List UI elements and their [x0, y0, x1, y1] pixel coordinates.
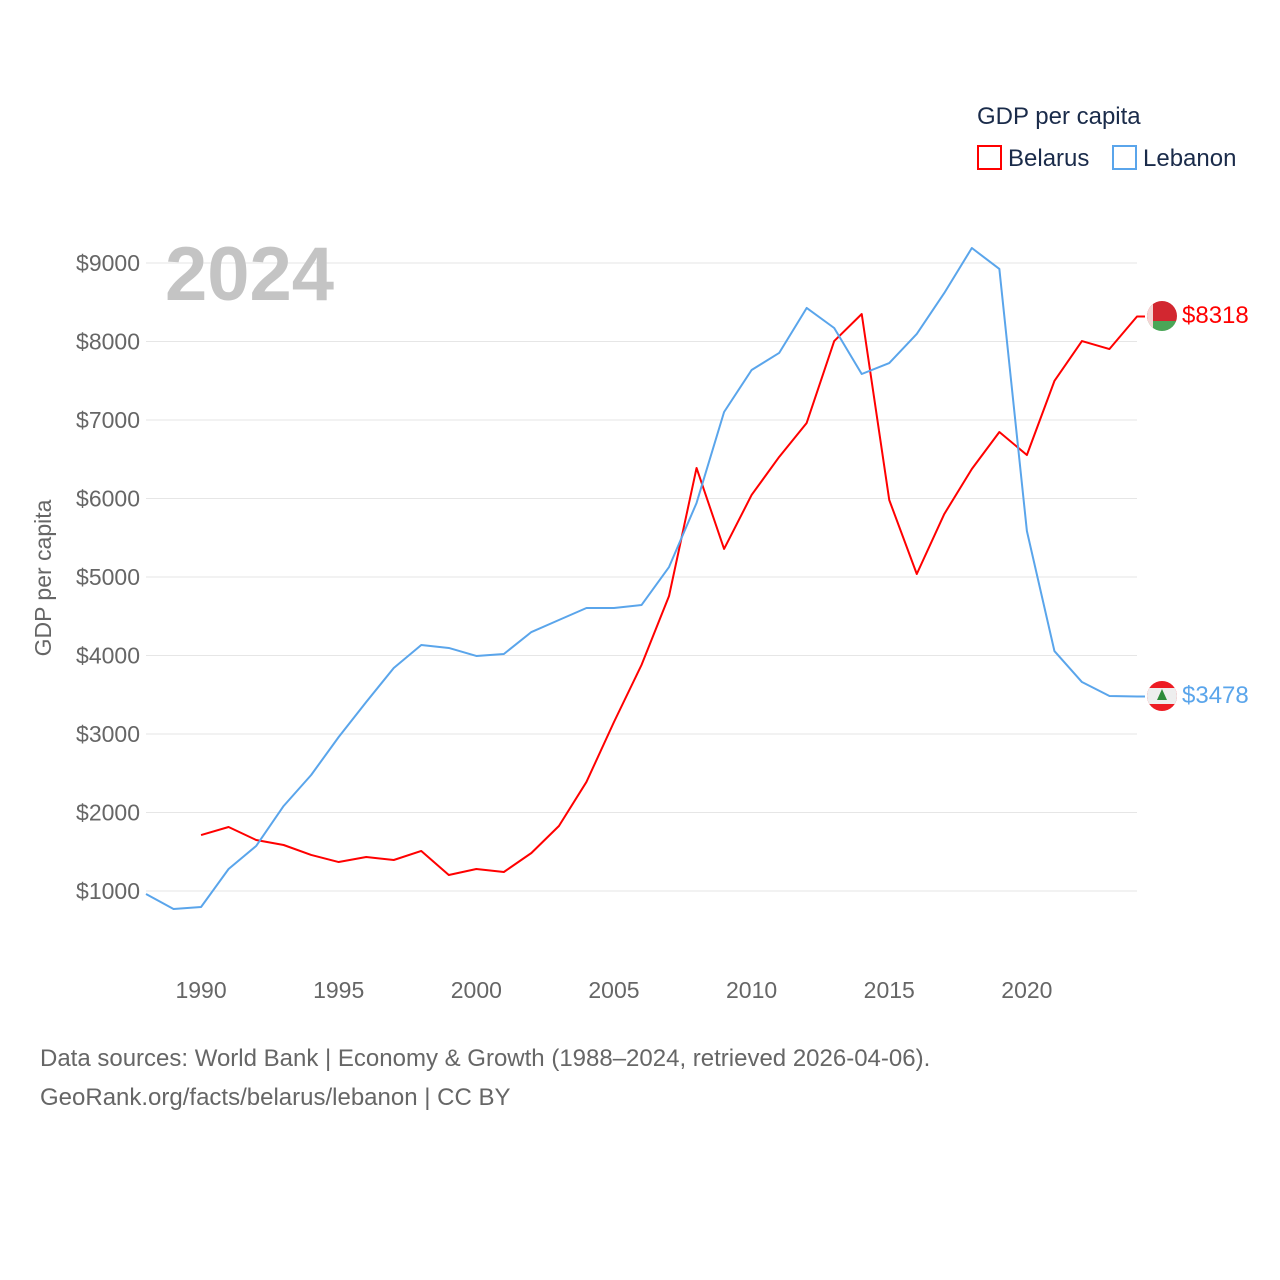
legend-label-belarus[interactable]: Belarus [1008, 145, 1089, 172]
legend-title: GDP per capita [977, 103, 1141, 130]
y-tick-label: $9000 [76, 250, 140, 276]
y-tick-label: $2000 [76, 800, 140, 826]
y-tick-label: $8000 [76, 329, 140, 355]
end-label-lebanon: $3478 [1182, 682, 1249, 709]
y-tick-label: $7000 [76, 407, 140, 433]
y-tick-label: $6000 [76, 486, 140, 512]
lebanon-flag-icon [1147, 681, 1177, 711]
y-tick-label: $5000 [76, 564, 140, 590]
data-source: Data sources: World Bank | Economy & Gro… [40, 1045, 931, 1072]
x-tick-label: 2015 [864, 977, 915, 1003]
legend: GDP per capita Belarus Lebanon [977, 103, 1236, 172]
series-line-belarus [200, 313, 1145, 876]
y-tick-label: $1000 [76, 878, 140, 904]
x-axis: 1990 1995 2000 2005 2010 2015 2020 [175, 977, 1052, 1003]
source-link[interactable]: GeoRank.org/facts/belarus/lebanon | CC B… [40, 1084, 511, 1111]
y-tick-label: $4000 [76, 643, 140, 669]
y-axis-label: GDP per capita [30, 499, 56, 656]
series-lines [145, 247, 1145, 910]
belarus-flag-icon [1147, 301, 1177, 331]
year-watermark: 2024 [165, 232, 334, 317]
legend-swatch-lebanon [1112, 145, 1137, 170]
y-tick-label: $3000 [76, 721, 140, 747]
grid [146, 262, 1137, 892]
x-tick-label: 2000 [451, 977, 502, 1003]
legend-label-lebanon[interactable]: Lebanon [1143, 145, 1236, 172]
legend-swatch-belarus [977, 145, 1002, 170]
x-tick-label: 2020 [1001, 977, 1052, 1003]
y-axis: $1000 $2000 $3000 $4000 $5000 $6000 $7000 $8000… [76, 250, 140, 904]
x-tick-label: 2010 [726, 977, 777, 1003]
x-tick-label: 1995 [313, 977, 364, 1003]
end-label-belarus: $8318 [1182, 302, 1249, 329]
x-tick-label: 1990 [175, 977, 226, 1003]
x-tick-label: 2005 [588, 977, 639, 1003]
series-line-lebanon [145, 247, 1145, 910]
